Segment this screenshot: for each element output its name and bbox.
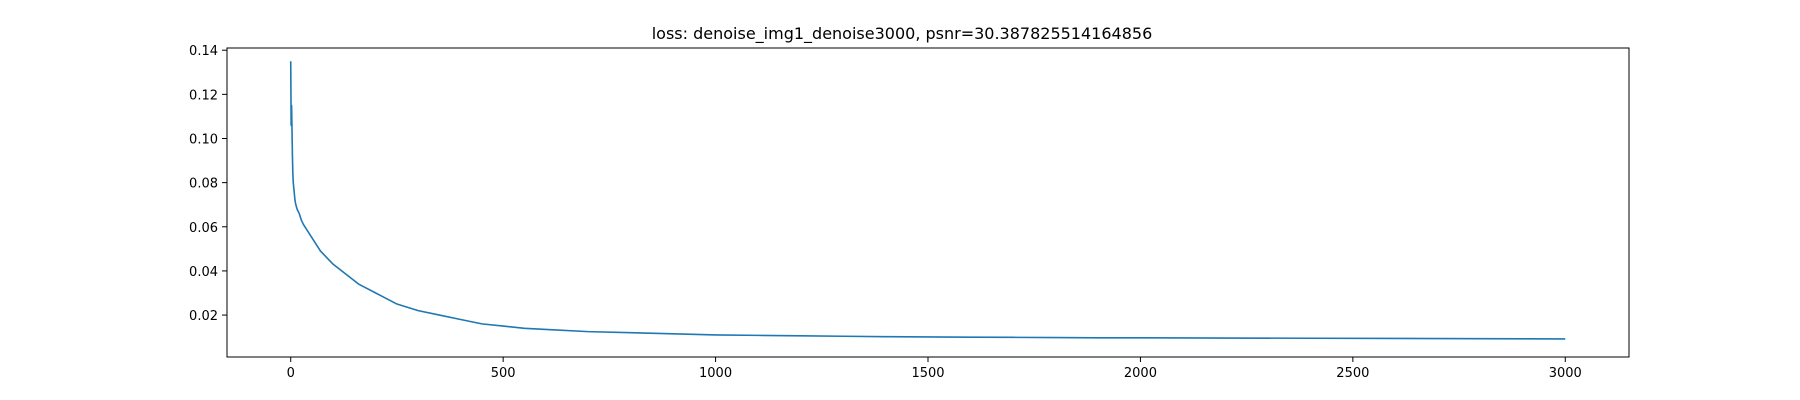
x-tick-label: 2000	[1124, 366, 1157, 381]
y-tick-label: 0.08	[189, 177, 218, 192]
x-tick-label: 0	[287, 366, 295, 381]
x-tick-label: 1500	[911, 366, 944, 381]
chart-title: loss: denoise_img1_denoise3000, psnr=30.…	[652, 24, 1153, 44]
x-tick-label: 500	[491, 366, 516, 381]
x-tick-label: 1000	[699, 366, 732, 381]
plot-area	[226, 47, 1630, 358]
y-tick-label: 0.02	[189, 309, 218, 324]
y-tick-label: 0.06	[189, 221, 218, 236]
x-tick-label: 2500	[1336, 366, 1369, 381]
x-tick-label: 3000	[1549, 366, 1582, 381]
y-tick-label: 0.04	[189, 265, 218, 280]
y-tick-label: 0.10	[189, 132, 218, 147]
y-tick-label: 0.14	[189, 44, 218, 59]
y-axis: 0.02 0.04 0.06 0.08 0.10 0.12 0.14	[189, 44, 227, 324]
plot-frame	[226, 47, 1630, 358]
loss-series-line-0	[289, 61, 1566, 340]
x-axis: 0 500 1000 1500 2000 2500 3000	[287, 357, 1582, 381]
y-tick-label: 0.12	[189, 88, 218, 103]
